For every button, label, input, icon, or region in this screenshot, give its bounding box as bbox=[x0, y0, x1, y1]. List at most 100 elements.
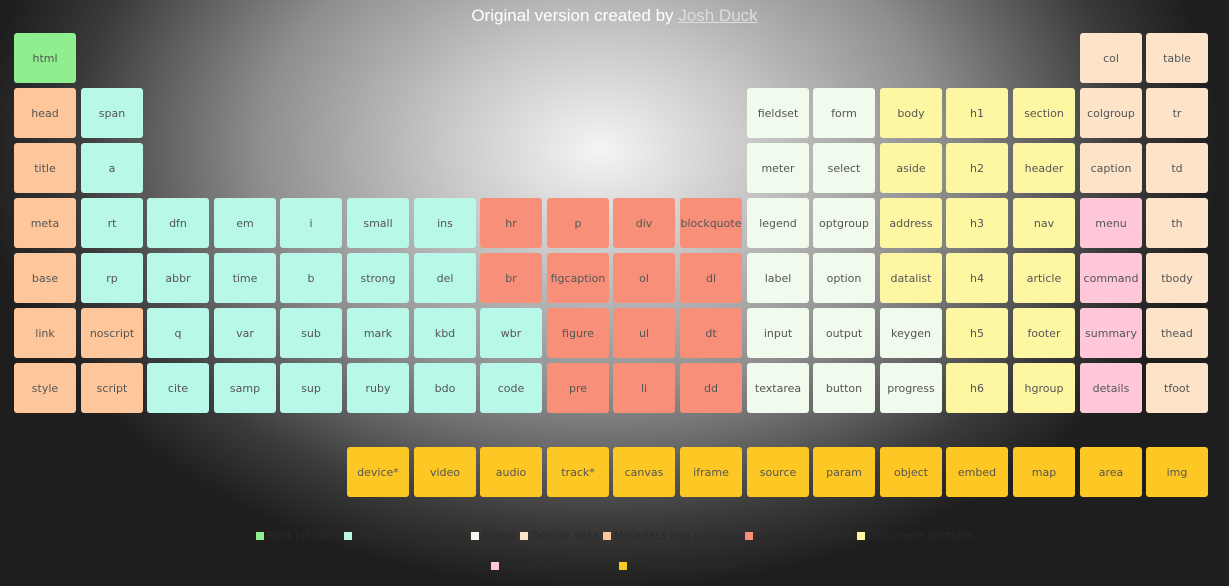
element-meter[interactable]: meter bbox=[747, 143, 809, 193]
element-table[interactable]: table bbox=[1146, 33, 1208, 83]
element-label[interactable]: label bbox=[747, 253, 809, 303]
element-tbody[interactable]: tbody bbox=[1146, 253, 1208, 303]
element-select[interactable]: select bbox=[813, 143, 875, 193]
element-br[interactable]: br bbox=[480, 253, 542, 303]
element-q[interactable]: q bbox=[147, 308, 209, 358]
element-meta[interactable]: meta bbox=[14, 198, 76, 248]
element-figcaption[interactable]: figcaption bbox=[547, 253, 609, 303]
element-a[interactable]: a bbox=[81, 143, 143, 193]
element-cite[interactable]: cite bbox=[147, 363, 209, 413]
element-strong[interactable]: strong bbox=[347, 253, 409, 303]
element-dl[interactable]: dl bbox=[680, 253, 742, 303]
element-noscript[interactable]: noscript bbox=[81, 308, 143, 358]
element-footer[interactable]: footer bbox=[1013, 308, 1075, 358]
element-sup[interactable]: sup bbox=[280, 363, 342, 413]
element-details[interactable]: details bbox=[1080, 363, 1142, 413]
element-form[interactable]: form bbox=[813, 88, 875, 138]
element-command[interactable]: command bbox=[1080, 253, 1142, 303]
element-summary[interactable]: summary bbox=[1080, 308, 1142, 358]
element-hgroup[interactable]: hgroup bbox=[1013, 363, 1075, 413]
element-hr[interactable]: hr bbox=[480, 198, 542, 248]
element-figure[interactable]: figure bbox=[547, 308, 609, 358]
element-header[interactable]: header bbox=[1013, 143, 1075, 193]
element-param[interactable]: param bbox=[813, 447, 875, 497]
element-textarea[interactable]: textarea bbox=[747, 363, 809, 413]
element-thead[interactable]: thead bbox=[1146, 308, 1208, 358]
element-style[interactable]: style bbox=[14, 363, 76, 413]
element-address[interactable]: address bbox=[880, 198, 942, 248]
element-map[interactable]: map bbox=[1013, 447, 1075, 497]
element-aside[interactable]: aside bbox=[880, 143, 942, 193]
element-b[interactable]: b bbox=[280, 253, 342, 303]
element-body[interactable]: body bbox=[880, 88, 942, 138]
element-fieldset[interactable]: fieldset bbox=[747, 88, 809, 138]
element-div[interactable]: div bbox=[613, 198, 675, 248]
element-dt[interactable]: dt bbox=[680, 308, 742, 358]
element-embed[interactable]: embed bbox=[946, 447, 1008, 497]
element-h5[interactable]: h5 bbox=[946, 308, 1008, 358]
element-source[interactable]: source bbox=[747, 447, 809, 497]
element-bdo[interactable]: bdo bbox=[414, 363, 476, 413]
element-dfn[interactable]: dfn bbox=[147, 198, 209, 248]
element-dd[interactable]: dd bbox=[680, 363, 742, 413]
element-pre[interactable]: pre bbox=[547, 363, 609, 413]
element-ol[interactable]: ol bbox=[613, 253, 675, 303]
element-th[interactable]: th bbox=[1146, 198, 1208, 248]
element-device[interactable]: device* bbox=[347, 447, 409, 497]
element-head[interactable]: head bbox=[14, 88, 76, 138]
element-tr[interactable]: tr bbox=[1146, 88, 1208, 138]
author-link[interactable]: Josh Duck bbox=[678, 6, 758, 25]
element-ins[interactable]: ins bbox=[414, 198, 476, 248]
element-mark[interactable]: mark bbox=[347, 308, 409, 358]
element-rt[interactable]: rt bbox=[81, 198, 143, 248]
element-var[interactable]: var bbox=[214, 308, 276, 358]
element-input[interactable]: input bbox=[747, 308, 809, 358]
element-small[interactable]: small bbox=[347, 198, 409, 248]
element-optgroup[interactable]: optgroup bbox=[813, 198, 875, 248]
element-sub[interactable]: sub bbox=[280, 308, 342, 358]
element-time[interactable]: time bbox=[214, 253, 276, 303]
element-em[interactable]: em bbox=[214, 198, 276, 248]
element-ul[interactable]: ul bbox=[613, 308, 675, 358]
element-li[interactable]: li bbox=[613, 363, 675, 413]
element-output[interactable]: output bbox=[813, 308, 875, 358]
element-area[interactable]: area bbox=[1080, 447, 1142, 497]
element-nav[interactable]: nav bbox=[1013, 198, 1075, 248]
element-link[interactable]: link bbox=[14, 308, 76, 358]
element-h2[interactable]: h2 bbox=[946, 143, 1008, 193]
element-video[interactable]: video bbox=[414, 447, 476, 497]
element-article[interactable]: article bbox=[1013, 253, 1075, 303]
element-title[interactable]: title bbox=[14, 143, 76, 193]
element-track[interactable]: track* bbox=[547, 447, 609, 497]
element-h3[interactable]: h3 bbox=[946, 198, 1008, 248]
element-progress[interactable]: progress bbox=[880, 363, 942, 413]
element-rp[interactable]: rp bbox=[81, 253, 143, 303]
element-audio[interactable]: audio bbox=[480, 447, 542, 497]
element-base[interactable]: base bbox=[14, 253, 76, 303]
element-p[interactable]: p bbox=[547, 198, 609, 248]
element-object[interactable]: object bbox=[880, 447, 942, 497]
element-h1[interactable]: h1 bbox=[946, 88, 1008, 138]
element-html[interactable]: html bbox=[14, 33, 76, 83]
element-section[interactable]: section bbox=[1013, 88, 1075, 138]
element-ruby[interactable]: ruby bbox=[347, 363, 409, 413]
element-samp[interactable]: samp bbox=[214, 363, 276, 413]
element-iframe[interactable]: iframe bbox=[680, 447, 742, 497]
element-menu[interactable]: menu bbox=[1080, 198, 1142, 248]
element-span[interactable]: span bbox=[81, 88, 143, 138]
element-option[interactable]: option bbox=[813, 253, 875, 303]
element-del[interactable]: del bbox=[414, 253, 476, 303]
element-keygen[interactable]: keygen bbox=[880, 308, 942, 358]
element-code[interactable]: code bbox=[480, 363, 542, 413]
element-legend[interactable]: legend bbox=[747, 198, 809, 248]
element-caption[interactable]: caption bbox=[1080, 143, 1142, 193]
element-datalist[interactable]: datalist bbox=[880, 253, 942, 303]
element-canvas[interactable]: canvas bbox=[613, 447, 675, 497]
element-col[interactable]: col bbox=[1080, 33, 1142, 83]
element-img[interactable]: img bbox=[1146, 447, 1208, 497]
element-blockquote[interactable]: blockquote bbox=[680, 198, 742, 248]
element-colgroup[interactable]: colgroup bbox=[1080, 88, 1142, 138]
element-td[interactable]: td bbox=[1146, 143, 1208, 193]
element-tfoot[interactable]: tfoot bbox=[1146, 363, 1208, 413]
element-wbr[interactable]: wbr bbox=[480, 308, 542, 358]
